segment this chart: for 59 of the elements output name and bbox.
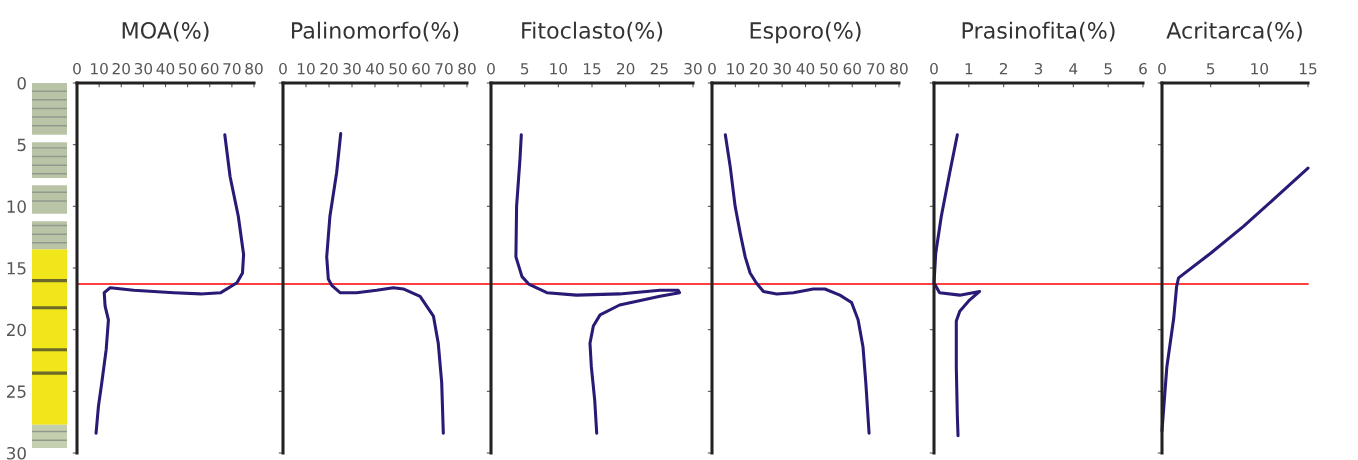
y-tick-label: 5 <box>17 138 26 152</box>
x-tick-label: 10 <box>550 62 568 75</box>
x-tick-label: 50 <box>389 62 407 75</box>
x-tick-label: 0 <box>708 62 716 75</box>
x-tick-label: 30 <box>773 62 791 75</box>
x-tick-label: 10 <box>297 62 315 75</box>
y-tick-label: 30 <box>7 446 26 460</box>
line-series <box>94 133 246 435</box>
chart-title: Acritarca(%) <box>1166 21 1302 42</box>
x-tick-label: 70 <box>867 62 885 75</box>
x-tick-label: 10 <box>1251 62 1269 75</box>
x-tick-label: 0 <box>487 62 495 75</box>
x-tick-label: 10 <box>91 62 108 75</box>
x-tick-label: 0 <box>930 62 938 75</box>
chart-title: Esporo(%) <box>750 21 861 44</box>
x-tick-label: 15 <box>583 63 601 75</box>
y-tick-label: 20 <box>7 323 26 337</box>
y-tick-label: 10 <box>7 200 26 213</box>
x-tick-label: 6 <box>1139 62 1147 75</box>
x-tick-label: 50 <box>820 62 838 75</box>
y-tick-label: 0 <box>17 76 26 90</box>
x-tick-label: 80 <box>458 62 476 75</box>
x-tick-label: 30 <box>343 62 361 75</box>
x-tick-label: 80 <box>245 62 263 75</box>
x-tick-label: 40 <box>366 62 384 75</box>
x-tick-label: 30 <box>684 62 702 75</box>
x-tick-label: 5 <box>1206 63 1215 75</box>
x-tick-label: 1 <box>965 63 973 75</box>
x-tick-label: 40 <box>796 62 815 75</box>
x-tick-label: 80 <box>890 62 908 75</box>
x-tick-label: 2 <box>999 62 1007 75</box>
chart-title: Prasinofita(%) <box>962 21 1115 42</box>
chart-title: Palinomorfo(%) <box>292 21 459 42</box>
x-tick-label: 70 <box>435 62 453 75</box>
chart-title: MOA(%) <box>122 21 209 42</box>
x-tick-label: 20 <box>112 62 130 75</box>
x-tick-label: 5 <box>1104 63 1112 75</box>
x-tick-label: 60 <box>412 62 430 75</box>
x-tick-label: 20 <box>750 62 768 75</box>
x-tick-label: 0 <box>279 62 287 75</box>
x-tick-label: 60 <box>201 62 219 75</box>
x-tick-label: 10 <box>727 62 745 75</box>
x-tick-label: 0 <box>73 62 81 75</box>
x-tick-label: 15 <box>1299 63 1317 75</box>
x-tick-label: 30 <box>134 62 153 75</box>
x-tick-label: 60 <box>843 62 861 75</box>
x-tick-label: 4 <box>1069 63 1078 75</box>
x-tick-label: 5 <box>520 63 529 75</box>
x-tick-label: 0 <box>1158 62 1166 75</box>
x-tick-label: 3 <box>1034 62 1043 75</box>
x-tick-label: 20 <box>617 62 635 75</box>
y-tick-label: 15 <box>7 262 26 275</box>
x-tick-label: 20 <box>320 62 338 75</box>
x-tick-label: 25 <box>650 62 668 75</box>
chart-title: Fitoclasto(%) <box>522 21 663 42</box>
x-tick-label: 70 <box>223 62 241 75</box>
x-tick-label: 50 <box>179 62 197 75</box>
x-tick-label: 40 <box>156 62 175 75</box>
y-tick-label: 25 <box>7 385 26 398</box>
